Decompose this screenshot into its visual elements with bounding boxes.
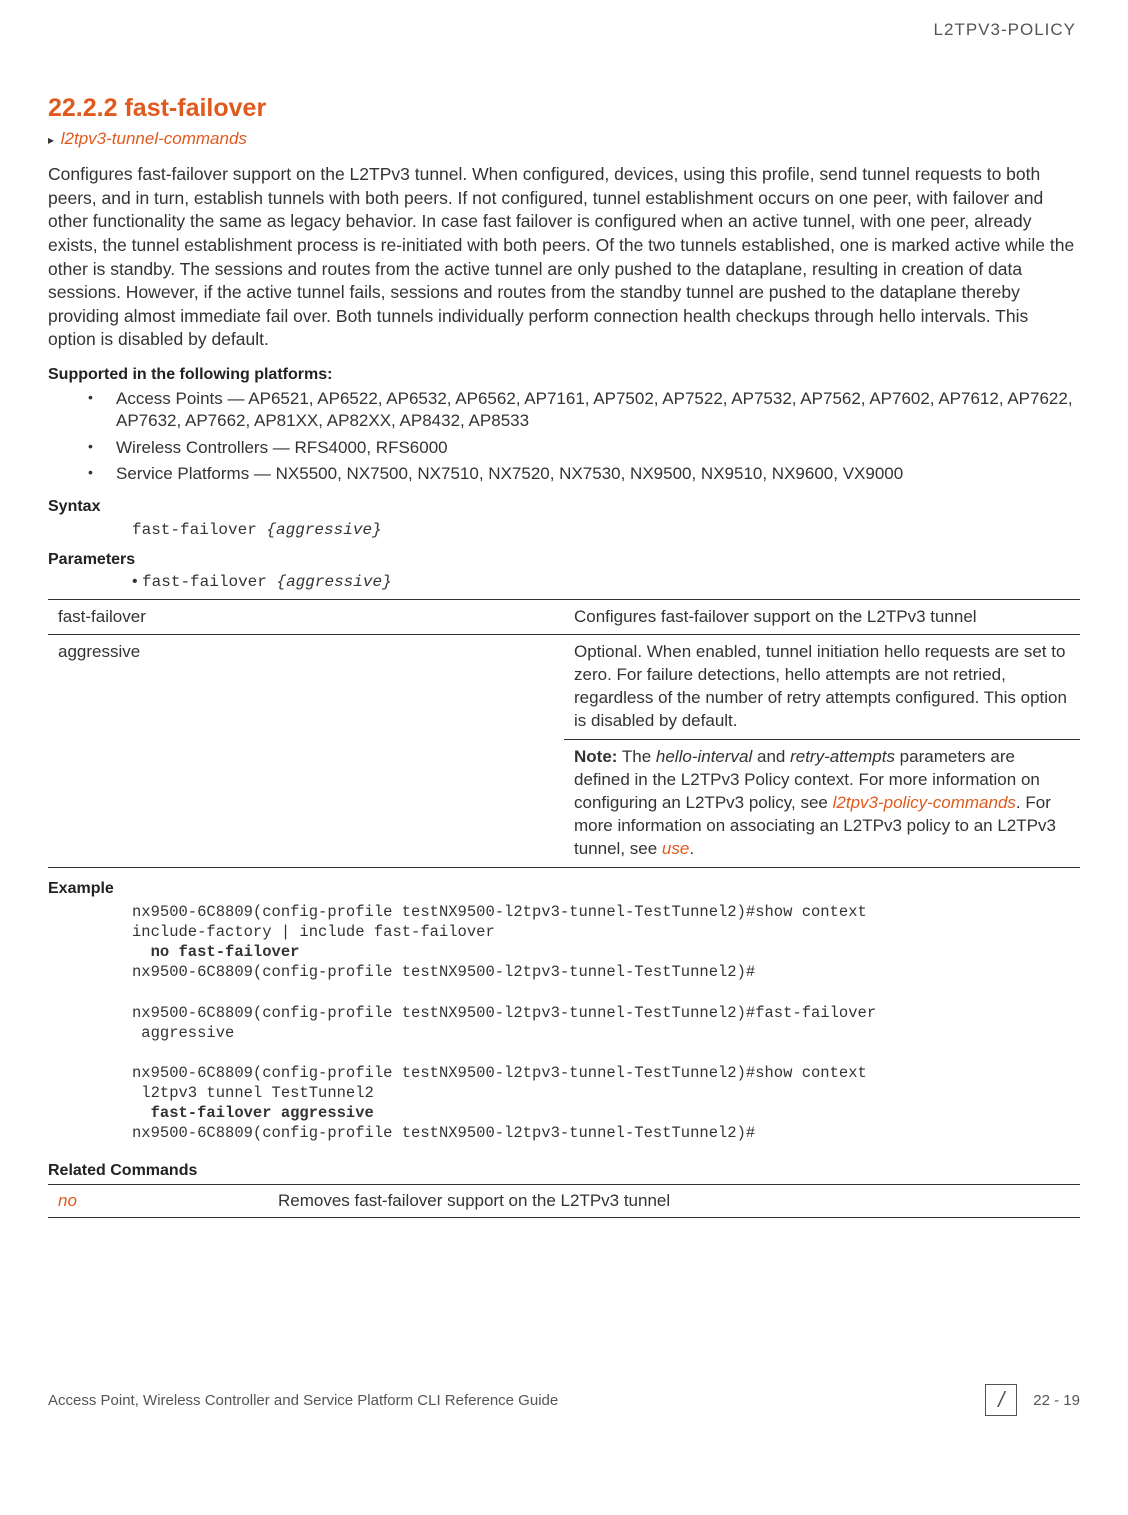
platform-item: Wireless Controllers — RFS4000, RFS6000: [88, 437, 1080, 459]
param-desc: Configures fast-failover support on the …: [564, 599, 1080, 635]
parameters-table: fast-failover Configures fast-failover s…: [48, 599, 1080, 868]
parameter-bullet: fast-failover {aggressive}: [132, 573, 1080, 591]
link-use[interactable]: use: [662, 839, 689, 858]
heading-number: 22.2.2: [48, 94, 118, 122]
example-label: Example: [48, 880, 1080, 898]
note-label: Note:: [574, 747, 617, 766]
intro-paragraph: Configures fast-failover support on the …: [48, 163, 1080, 352]
param-desc: Optional. When enabled, tunnel initiatio…: [564, 635, 1080, 740]
param-name: aggressive: [48, 635, 564, 867]
footer-slash-icon: /: [985, 1384, 1017, 1416]
example-block: nx9500-6C8809(config-profile testNX9500-…: [132, 902, 1080, 1144]
breadcrumb: ▸ l2tpv3-tunnel-commands: [48, 129, 1080, 149]
table-row: fast-failover Configures fast-failover s…: [48, 599, 1080, 635]
footer-page-number: 22 - 19: [1033, 1392, 1080, 1409]
syntax-line: fast-failover {aggressive}: [132, 520, 1080, 541]
param-note: Note: The hello-interval and retry-attem…: [564, 740, 1080, 868]
table-row: aggressive Optional. When enabled, tunne…: [48, 635, 1080, 740]
link-policy-commands[interactable]: l2tpv3-policy-commands: [833, 793, 1016, 812]
table-row: no Removes fast-failover support on the …: [48, 1184, 1080, 1217]
footer-title: Access Point, Wireless Controller and Se…: [48, 1392, 558, 1409]
related-label: Related Commands: [48, 1162, 1080, 1180]
footer: Access Point, Wireless Controller and Se…: [48, 1384, 1080, 1416]
platforms-list: Access Points — AP6521, AP6522, AP6532, …: [48, 388, 1080, 486]
syntax-label: Syntax: [48, 498, 1080, 516]
parameters-label: Parameters: [48, 551, 1080, 569]
breadcrumb-link[interactable]: l2tpv3-tunnel-commands: [61, 129, 247, 148]
related-name[interactable]: no: [48, 1184, 268, 1217]
platform-item: Service Platforms — NX5500, NX7500, NX75…: [88, 463, 1080, 485]
param-name: fast-failover: [48, 599, 564, 635]
header-section: L2TPV3-POLICY: [48, 20, 1080, 40]
related-table: no Removes fast-failover support on the …: [48, 1184, 1080, 1218]
section-heading: 22.2.2 fast-failover: [48, 94, 1080, 123]
related-desc: Removes fast-failover support on the L2T…: [268, 1184, 1080, 1217]
heading-title: fast-failover: [124, 94, 266, 122]
platform-item: Access Points — AP6521, AP6522, AP6532, …: [88, 388, 1080, 433]
platforms-label: Supported in the following platforms:: [48, 366, 1080, 384]
breadcrumb-arrow-icon: ▸: [48, 133, 54, 147]
